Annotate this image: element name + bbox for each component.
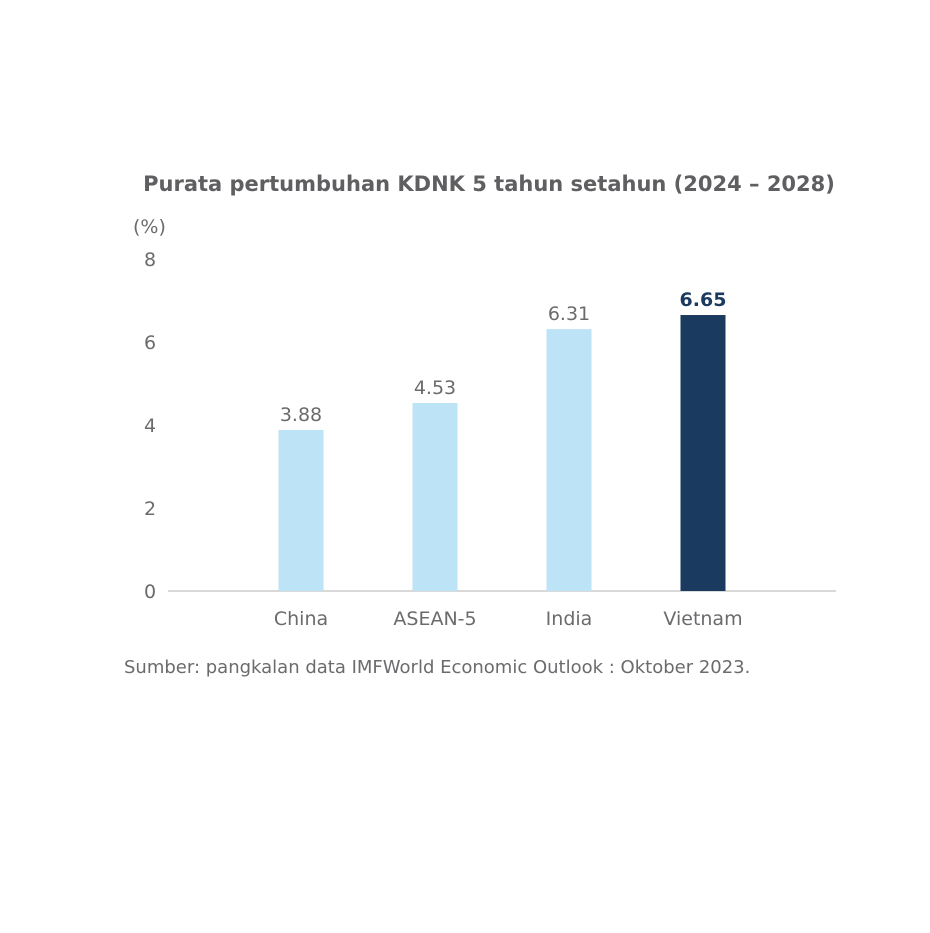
y-tick-label: 6 <box>144 332 156 354</box>
x-tick-label: ASEAN-5 <box>393 608 476 630</box>
bar-china <box>278 429 324 591</box>
bar-india <box>546 329 592 591</box>
y-tick-label: 2 <box>144 498 156 520</box>
source-note: Sumber: pangkalan data IMFWorld Economic… <box>124 657 750 678</box>
value-label: 6.31 <box>548 303 590 325</box>
x-tick-label: China <box>274 608 328 630</box>
y-axis-ticks: 0 2 4 6 8 <box>144 249 156 603</box>
x-axis-ticks: China ASEAN-5 India Vietnam <box>274 608 743 630</box>
y-axis-unit-label: (%) <box>133 216 166 238</box>
value-labels-group: 3.88 4.53 6.31 6.65 <box>280 289 727 426</box>
chart-title: Purata pertumbuhan KDNK 5 tahun setahun … <box>143 172 835 196</box>
bars-group <box>278 315 726 591</box>
value-label: 4.53 <box>414 377 456 399</box>
x-tick-label: India <box>546 608 593 630</box>
x-tick-label: Vietnam <box>663 608 742 630</box>
y-tick-label: 4 <box>144 415 156 437</box>
bar-vietnam <box>680 315 726 591</box>
y-tick-label: 8 <box>144 249 156 271</box>
value-label: 6.65 <box>680 289 727 311</box>
bar-asean-5 <box>412 403 458 591</box>
y-tick-label: 0 <box>144 581 156 603</box>
value-label: 3.88 <box>280 404 322 426</box>
